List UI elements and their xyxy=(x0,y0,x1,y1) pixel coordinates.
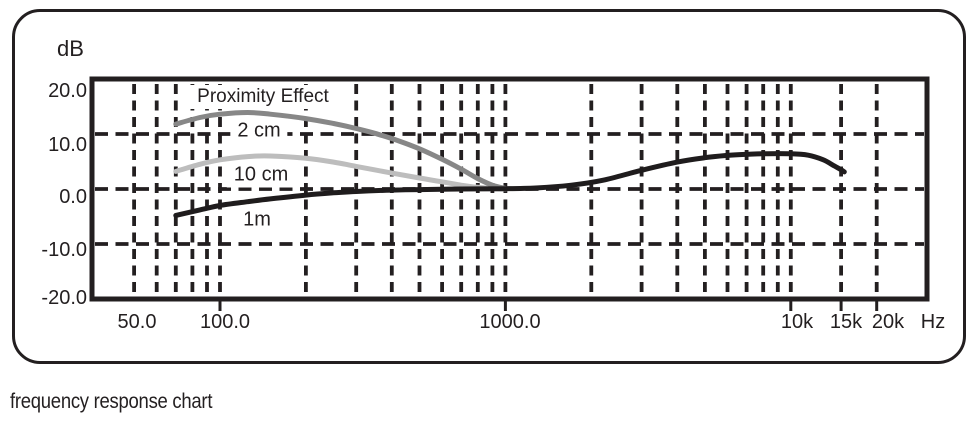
x-tick-label: 10k xyxy=(780,311,814,333)
series-curve-10cm xyxy=(173,153,508,192)
series-curve-2cm xyxy=(173,109,508,191)
plot-border xyxy=(89,76,930,302)
y-tick-label: -20.0 xyxy=(41,287,87,309)
x-axis-unit: Hz xyxy=(920,311,946,333)
series-label-10cm: 10 cm xyxy=(226,162,296,188)
series-label-2cm: 2 cm xyxy=(230,118,288,144)
annotation-proximity-effect: Proximity Effect xyxy=(190,85,336,109)
y-axis-title: dB xyxy=(57,36,84,61)
y-tick-label: 20.0 xyxy=(48,80,87,102)
x-tick-label: 50.0 xyxy=(117,311,157,333)
y-tick-label: 0.0 xyxy=(59,186,87,208)
series-curve-1m xyxy=(173,151,847,218)
x-tick-label: 20k xyxy=(871,311,905,333)
x-tick-label: 15k xyxy=(829,311,863,333)
figure-caption: frequency response chart xyxy=(10,390,213,413)
x-tick-label: 100.0 xyxy=(199,311,251,333)
x-tick-label: 1000.0 xyxy=(479,311,541,333)
y-tick-label: 10.0 xyxy=(48,134,87,156)
y-tick-label: -10.0 xyxy=(41,239,87,261)
series-label-1m: 1m xyxy=(236,207,278,233)
